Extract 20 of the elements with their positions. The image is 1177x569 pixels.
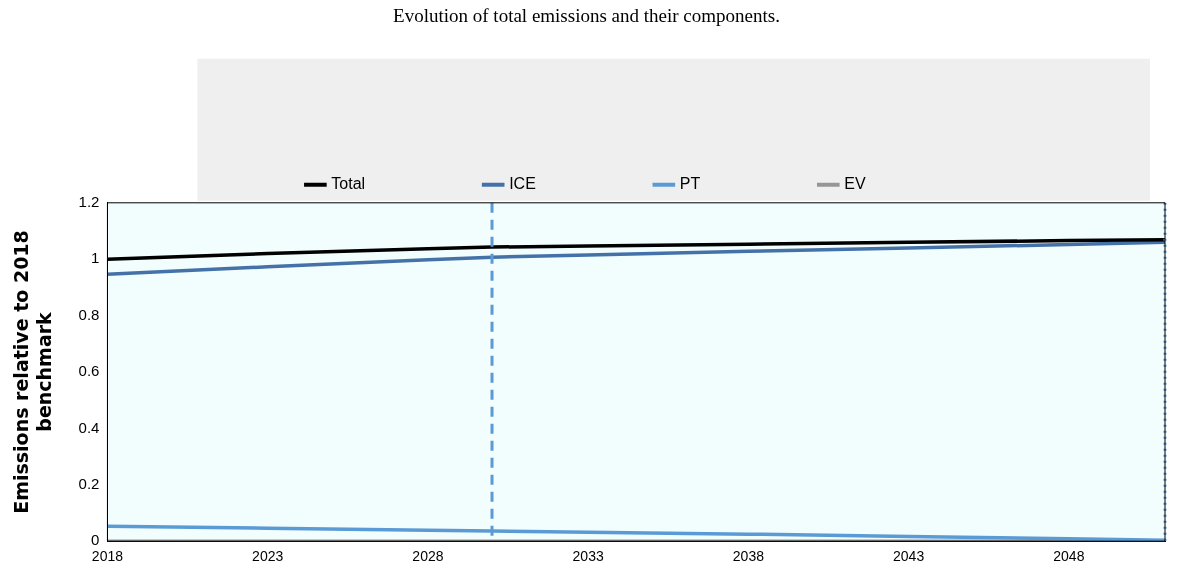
legend-label: Total	[331, 175, 366, 193]
y-tick-label: 1.2	[78, 192, 100, 210]
y-tick-label: 0.4	[78, 418, 100, 436]
y-tick-label: 0.2	[78, 474, 100, 492]
y-tick-label: 1	[91, 249, 100, 267]
x-tick-label: 2048	[1053, 548, 1085, 565]
y-tick-label: 0	[91, 531, 100, 549]
chart-title: Evolution of total emissions and their components.	[393, 5, 780, 27]
x-tick-label: 2033	[572, 548, 604, 565]
legend-label: PT	[679, 175, 701, 193]
x-tick-label: 2028	[412, 548, 444, 565]
y-tick-label: 0.8	[78, 305, 100, 323]
legend-label: EV	[844, 175, 866, 193]
x-tick-label: 2023	[252, 548, 284, 565]
x-tick-label: 2038	[732, 548, 765, 565]
x-tick-label: 2018	[91, 548, 124, 565]
legend-label: ICE	[509, 175, 536, 193]
y-axis-title: Emissions relative to 2018 benchmark	[10, 230, 56, 514]
x-tick-label: 2043	[893, 548, 925, 565]
y-tick-label: 0.6	[78, 362, 100, 380]
